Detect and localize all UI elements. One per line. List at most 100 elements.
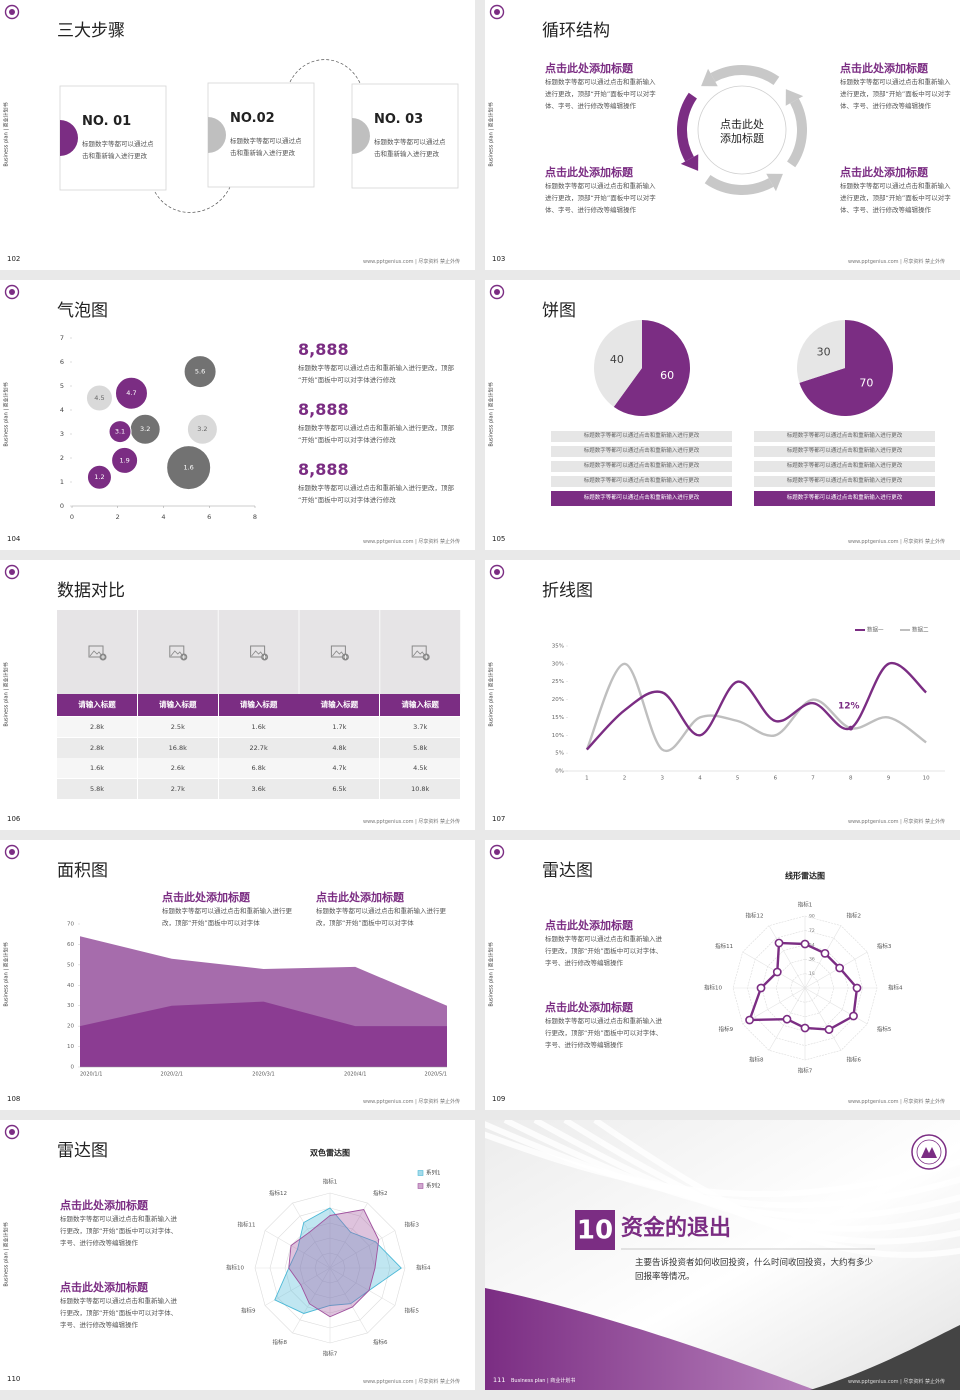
x-tick-label: 6	[207, 513, 211, 521]
image-icon	[170, 650, 184, 657]
slide-title: 雷达图	[57, 1141, 108, 1161]
block-text: 标题数字等都可以通过点击和重新输入进行更改，顶部“开始”面板中可以对字体、字号、…	[545, 182, 656, 214]
block-text: 标题数字等都可以通过点击和重新输入进行更改，顶部“开始”面板中可以对字体、字号、…	[60, 1215, 178, 1247]
radar-spoke	[329, 1202, 368, 1269]
table-cell: 2.6k	[137, 758, 218, 778]
radar-axis-label: 指标9	[719, 1025, 734, 1033]
image-icon	[412, 650, 426, 657]
cover-purple-wave	[485, 1288, 815, 1390]
y-tick-label: 20%	[552, 697, 564, 703]
radar-tick-label: 72	[809, 928, 815, 934]
radar-point	[820, 948, 830, 958]
footer: www.pptgenius.com | 尽享资料 禁止外传	[847, 819, 945, 825]
section-title: 资金的退出	[621, 1216, 732, 1241]
image-icon	[169, 645, 185, 658]
logo-core	[9, 9, 15, 15]
radar-point	[852, 983, 862, 993]
radar-axis-label: 指标5	[404, 1307, 419, 1315]
slide-title: 气泡图	[57, 301, 108, 321]
block-title: 点击此处添加标题	[545, 166, 633, 179]
y-tick-label: 30	[67, 1003, 74, 1009]
page-number: 102	[7, 255, 21, 263]
table-cell: 3.7k	[380, 717, 461, 737]
slide-graphics: 0 10 20 30 40 50 60 70 2020/1/1 2020/2/1 2020/3/1 2…	[4, 844, 447, 1078]
logo-core	[9, 1129, 15, 1135]
y-tick-label: 20	[67, 1024, 74, 1030]
y-tick-label: 35%	[552, 644, 564, 650]
slide: 60 40 70 30 饼图 Business plan | 商业计划书 105 www.pp…	[485, 280, 960, 550]
radar-title: 双色雷达图	[310, 1148, 350, 1158]
cycle-arrow-head	[701, 68, 718, 87]
image-placeholder	[380, 610, 461, 694]
x-tick-label: 1	[585, 776, 589, 782]
radar-axis-label: 指标1	[323, 1178, 338, 1186]
image-placeholder	[218, 610, 299, 694]
radar-axis-label: 指标10	[226, 1264, 244, 1272]
table-cell: 4.8k	[299, 737, 380, 758]
bubble	[108, 420, 132, 444]
block-text: 标题数字等都可以通过点击和重新输入进行更改，顶部“开始”面板中可以对字体、字号、…	[840, 78, 951, 110]
block-text: 标题数字等都可以通过点击和重新输入进行更改，顶部“开始”面板中可以对字体、字号、…	[840, 182, 951, 214]
table-cell: 3.6k	[218, 778, 299, 799]
footer: www.pptgenius.com | 尽享资料 禁止外传	[362, 819, 460, 825]
highlight-point	[848, 725, 854, 731]
bubble-label: 3.2	[197, 425, 207, 433]
page-number: 103	[492, 255, 506, 263]
logo-core	[494, 849, 500, 855]
side-label: Business plan | 商业计划书	[3, 102, 10, 167]
table-cell: 2.8k	[57, 717, 137, 737]
x-tick-label: 2020/5/1	[425, 1072, 447, 1078]
legend-label: 数据一	[867, 626, 884, 634]
x-tick-label: 5	[736, 776, 740, 782]
stat-value: 8,888	[298, 340, 349, 359]
bubble	[186, 413, 218, 445]
radar-axis-label: 指标2	[373, 1189, 388, 1197]
legend-swatch	[417, 1170, 424, 1176]
y-tick-label: 6	[60, 358, 64, 366]
radar-axis-label: 指标7	[323, 1350, 338, 1358]
slide-graphics: 线形雷达图 18 36 54 72 90 指标1 指标2 指标3 指标4 指标5 指标6 指标7 指标8 指…	[489, 844, 903, 1075]
cycle-center-text: 添加标题	[720, 132, 764, 145]
connector	[154, 186, 231, 213]
step-tab	[60, 120, 78, 156]
block-text: 标题数字等都可以通过点击和重新输入进行更改，顶部“开始”面板中可以对字体、字号、…	[545, 78, 656, 110]
block-title: 点击此处添加标题	[316, 891, 404, 904]
cover-logo-inner	[916, 1139, 942, 1165]
radar-tick-label: 90	[809, 914, 815, 920]
cycle-arrow	[710, 65, 780, 86]
radar-axis-label: 指标6	[847, 1055, 862, 1063]
step-tab	[208, 117, 226, 153]
radar-point	[774, 938, 784, 948]
block-title: 点击此处添加标题	[840, 62, 928, 75]
slide-title: 雷达图	[542, 861, 593, 881]
block-title: 点击此处添加标题	[545, 919, 633, 932]
block-title: 点击此处添加标题	[60, 1281, 148, 1294]
y-tick-label: 0%	[555, 769, 564, 775]
x-tick-label: 8	[253, 513, 257, 521]
image-icon	[332, 650, 345, 657]
table-cell: 16.8k	[137, 737, 218, 758]
slide: 10 资金的退出 主要告诉投资者如何收回投资，什么时间收回投资，大约有多少回报率等情…	[485, 1120, 960, 1390]
slide-title: 三大步骤	[57, 21, 125, 41]
page-number: 105	[492, 535, 506, 543]
stat-value: 8,888	[298, 460, 349, 479]
radar-point	[800, 939, 810, 949]
image-icon	[88, 645, 104, 658]
footer: www.pptgenius.com | 尽享资料 禁止外传	[362, 259, 460, 265]
block-text: 标题数字等都可以通过点击和重新输入进行更改，顶部“开始”面板中可以对字体、字号、…	[545, 1017, 663, 1049]
bubble	[86, 464, 112, 490]
footer: www.pptgenius.com | 尽享资料 禁止外传	[362, 1379, 460, 1385]
slide-title: 循环结构	[542, 21, 610, 41]
image-placeholder	[137, 610, 218, 694]
pie-row: 标题数字等都可以通过点击和重新输入进行更改	[754, 431, 935, 442]
radar-axis-label: 指标11	[715, 942, 733, 950]
side-label: Business plan | 商业计划书	[511, 1378, 576, 1384]
block-title: 点击此处添加标题	[162, 891, 250, 904]
radar-tick-label: 18	[809, 971, 815, 977]
radar-point	[849, 1011, 858, 1021]
y-tick-label: 30%	[552, 661, 564, 667]
bubble	[85, 384, 113, 412]
page-number: 107	[492, 815, 506, 823]
